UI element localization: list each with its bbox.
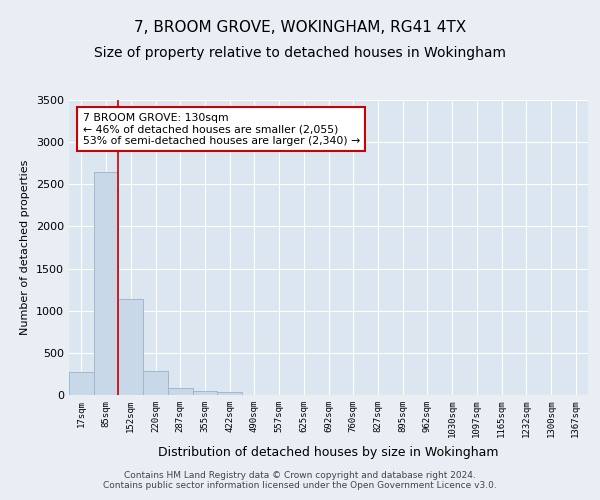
- Bar: [94, 172, 118, 395]
- Text: 7, BROOM GROVE, WOKINGHAM, RG41 4TX: 7, BROOM GROVE, WOKINGHAM, RG41 4TX: [134, 20, 466, 35]
- Bar: [193, 391, 217, 395]
- Bar: [143, 371, 168, 395]
- Bar: [217, 392, 242, 395]
- Bar: [118, 299, 143, 395]
- Bar: [69, 372, 94, 395]
- X-axis label: Distribution of detached houses by size in Wokingham: Distribution of detached houses by size …: [158, 446, 499, 459]
- Y-axis label: Number of detached properties: Number of detached properties: [20, 160, 31, 335]
- Text: 7 BROOM GROVE: 130sqm
← 46% of detached houses are smaller (2,055)
53% of semi-d: 7 BROOM GROVE: 130sqm ← 46% of detached …: [83, 112, 360, 146]
- Text: Contains HM Land Registry data © Crown copyright and database right 2024.
Contai: Contains HM Land Registry data © Crown c…: [103, 470, 497, 490]
- Text: Size of property relative to detached houses in Wokingham: Size of property relative to detached ho…: [94, 46, 506, 60]
- Bar: [168, 388, 193, 395]
